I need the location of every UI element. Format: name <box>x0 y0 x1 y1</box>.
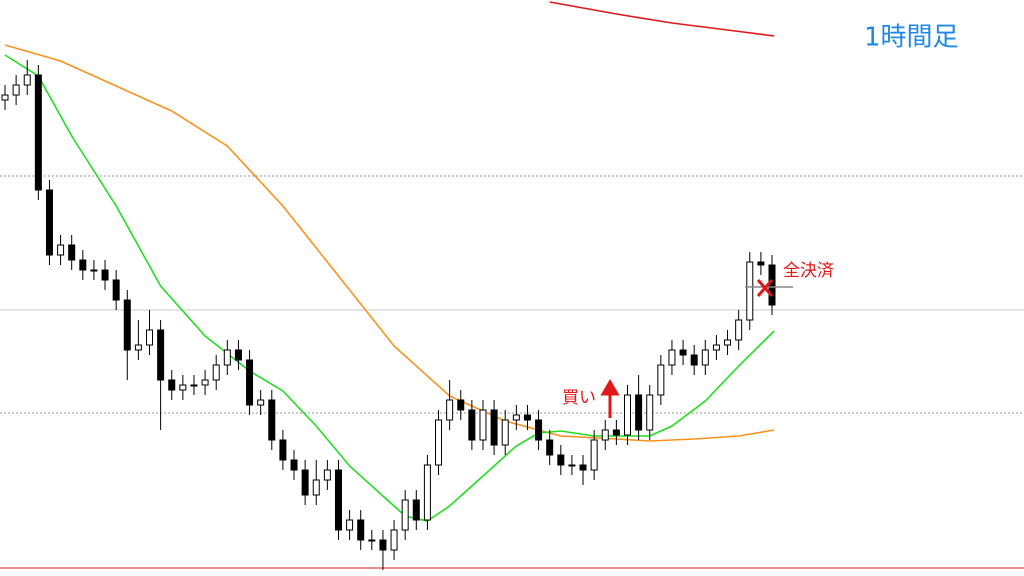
candle-body <box>579 464 587 471</box>
candle-body <box>568 464 576 467</box>
candle-body <box>323 469 331 481</box>
candle-body <box>134 344 142 351</box>
candle-body <box>412 499 420 521</box>
candle-body <box>368 539 376 542</box>
candle-body <box>623 394 631 436</box>
candle-body <box>157 329 165 381</box>
candle-body <box>179 384 187 391</box>
candle-body <box>557 454 565 466</box>
candle-body <box>90 269 98 272</box>
candle-body <box>101 269 109 281</box>
candle-body <box>334 469 342 531</box>
candle-body <box>301 469 309 496</box>
candle-body <box>635 394 643 431</box>
candle-body <box>679 349 687 356</box>
chart-title: 1時間足 <box>864 23 959 53</box>
candle-body <box>401 499 409 531</box>
candle-body <box>79 259 87 271</box>
candle-body <box>23 74 31 86</box>
candle-body <box>435 419 443 466</box>
buy-arrow <box>600 379 620 418</box>
candle-body <box>34 74 42 191</box>
plot <box>1 1 776 570</box>
candle-body <box>501 419 509 446</box>
candle-body <box>490 409 498 446</box>
candle-body <box>546 439 554 456</box>
candle-body <box>279 439 287 461</box>
candle-body <box>757 261 765 266</box>
candle-body <box>668 349 676 366</box>
candle-body <box>735 319 743 341</box>
candle-body <box>457 399 465 411</box>
candle-body <box>657 364 665 396</box>
candle-body <box>690 354 698 366</box>
candle-body <box>290 459 298 471</box>
candle-body <box>312 479 320 496</box>
candle-body <box>168 379 176 391</box>
candle-body <box>45 189 53 256</box>
candle-body <box>234 349 242 361</box>
candle-body <box>379 539 387 551</box>
candle-body <box>112 279 120 301</box>
candle-body <box>346 519 354 531</box>
candle-body <box>68 244 76 261</box>
candle-body <box>468 409 476 441</box>
candle-body <box>12 84 20 96</box>
candle-body <box>357 519 365 541</box>
candle-body <box>746 261 754 321</box>
moving-average <box>549 1 775 37</box>
candle-body <box>223 349 231 366</box>
candle-body <box>423 464 431 521</box>
moving-average <box>4 54 775 522</box>
candle-body <box>479 409 487 441</box>
candle-body <box>701 349 709 366</box>
candle-body <box>712 344 720 351</box>
exit-marker <box>756 279 774 297</box>
candle-body <box>246 359 254 406</box>
candle-body <box>212 364 220 381</box>
candle-body <box>268 399 276 441</box>
annotation: 全決済 <box>783 261 834 281</box>
candle-body <box>601 429 609 441</box>
moving-average <box>4 44 775 442</box>
candle-body <box>768 264 776 306</box>
candle-body <box>523 414 531 421</box>
candle-body <box>512 414 520 421</box>
candle-body <box>535 419 543 441</box>
candle-body <box>146 329 154 346</box>
candle-body <box>57 244 65 256</box>
candle-body <box>590 439 598 471</box>
candle-body <box>446 399 454 421</box>
candle-body <box>123 299 131 351</box>
candle-body <box>201 379 209 386</box>
candle-body <box>724 339 732 346</box>
candle-body <box>612 429 620 436</box>
candle-body <box>390 529 398 551</box>
candle-body <box>257 399 265 406</box>
candle-body <box>1 94 9 101</box>
candle-body <box>646 394 654 431</box>
annotation: 買い <box>562 388 596 408</box>
candle-body <box>190 384 198 387</box>
